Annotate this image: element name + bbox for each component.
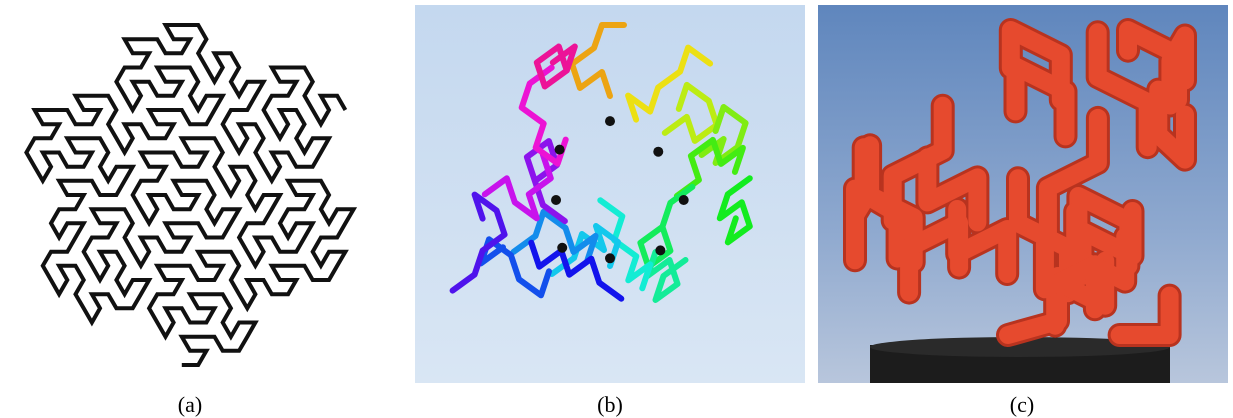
joint: [557, 243, 567, 253]
joint: [653, 147, 663, 157]
caption: (c): [1010, 392, 1034, 417]
caption: (a): [178, 392, 202, 417]
panel-a: [26, 25, 353, 365]
joint: [655, 245, 665, 255]
joint: [551, 195, 561, 205]
joint: [605, 253, 615, 263]
joint: [605, 116, 615, 126]
joint: [679, 195, 689, 205]
figure: (a) (b) (c): [0, 0, 1233, 418]
fractal-curve: [26, 25, 353, 365]
caption: (b): [597, 392, 623, 417]
joint: [555, 145, 565, 155]
